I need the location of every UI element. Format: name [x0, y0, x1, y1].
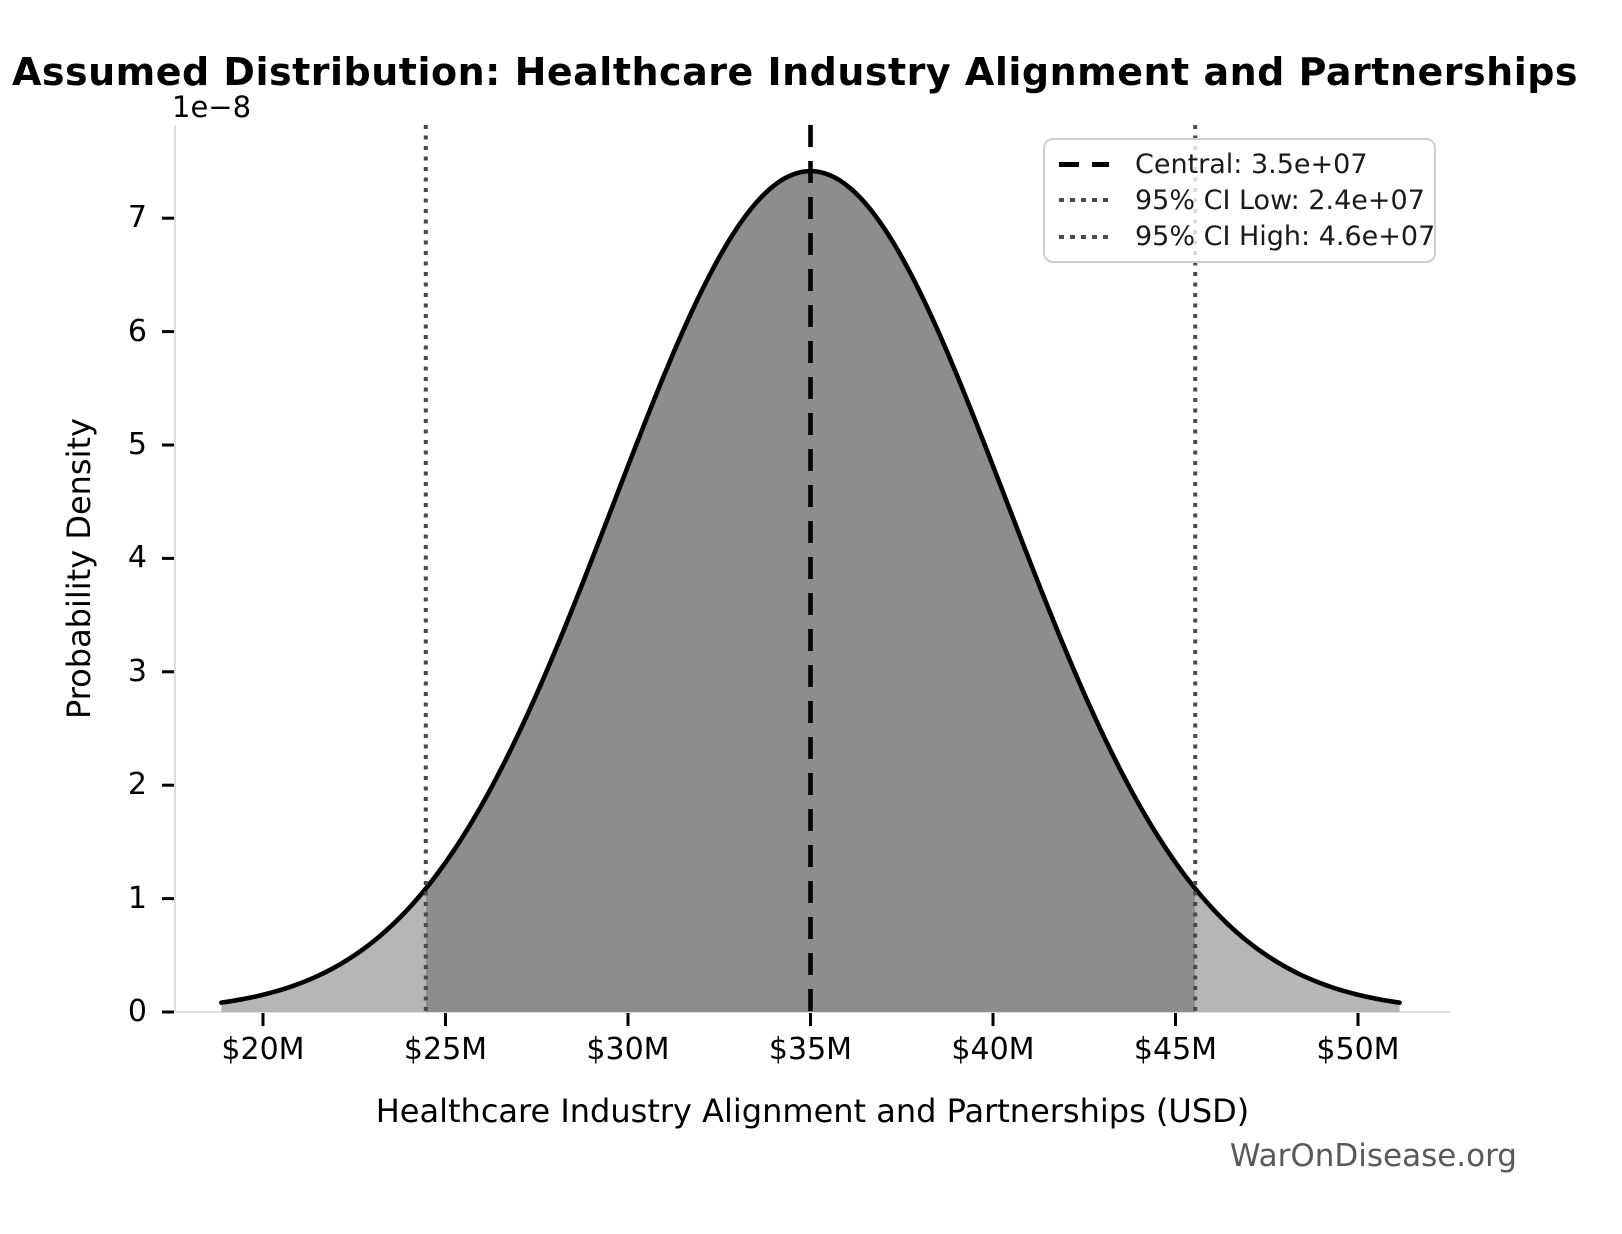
- y-tick-label: 4: [127, 540, 147, 576]
- x-tick-label: $30M: [586, 1032, 670, 1067]
- x-tick-label: $25M: [403, 1032, 488, 1067]
- legend: Central: 3.5e+07 95% CI Low: 2.4e+07 95%…: [1043, 138, 1436, 263]
- x-tick-label: $20M: [221, 1032, 305, 1067]
- legend-label: 95% CI Low: 2.4e+07: [1135, 184, 1425, 216]
- y-tick-label: 1: [127, 880, 147, 916]
- y-tick-label: 6: [127, 313, 147, 349]
- x-tick-label: $45M: [1133, 1032, 1218, 1067]
- central-interval-fill: [425, 171, 1196, 1013]
- y-tick-label: 3: [127, 653, 147, 689]
- y-tick-label: 2: [127, 767, 147, 803]
- x-tick-label: $35M: [768, 1032, 853, 1067]
- x-tick-label: $50M: [1316, 1032, 1400, 1067]
- legend-item-ci-high: 95% CI High: 4.6e+07: [1059, 221, 1435, 252]
- dashed-line-swatch: [1059, 161, 1109, 167]
- y-tick-label: 5: [127, 427, 147, 462]
- x-axis-label: Healthcare Industry Alignment and Partne…: [375, 1092, 1250, 1130]
- legend-item-central: Central: 3.5e+07: [1059, 149, 1420, 180]
- y-tick-label: 0: [127, 994, 147, 1029]
- right-tail-fill: [1195, 888, 1400, 1012]
- watermark: WarOnDisease.org: [1229, 1138, 1517, 1174]
- y-axis-offset-label: 1e−8: [172, 90, 252, 124]
- x-tick-label: $40M: [951, 1032, 1035, 1067]
- dotted-line-swatch: [1059, 234, 1109, 239]
- dotted-line-swatch: [1059, 198, 1109, 203]
- left-tail-fill: [221, 888, 426, 1012]
- chart-title: Assumed Distribution: Healthcare Industr…: [11, 50, 1579, 94]
- legend-label: 95% CI High: 4.6e+07: [1135, 221, 1436, 253]
- legend-label: Central: 3.5e+07: [1135, 148, 1368, 180]
- legend-item-ci-low: 95% CI Low: 2.4e+07: [1059, 185, 1425, 216]
- y-tick-label: 7: [127, 200, 147, 236]
